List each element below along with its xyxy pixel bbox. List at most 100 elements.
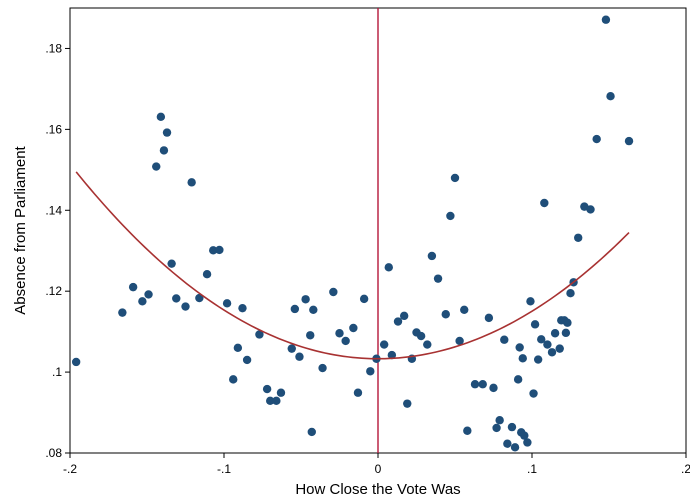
x-axis-title: How Close the Vote Was <box>295 481 460 498</box>
data-point <box>492 423 501 433</box>
data-point <box>387 350 397 360</box>
data-point <box>446 211 455 221</box>
data-point <box>416 331 426 341</box>
y-axis-title: Absence from Parliament <box>12 145 29 314</box>
data-point <box>307 427 316 437</box>
data-point <box>561 328 571 338</box>
data-point <box>529 389 538 398</box>
data-point <box>423 340 432 349</box>
data-point <box>335 329 344 338</box>
data-point <box>238 303 247 313</box>
data-point <box>309 305 318 314</box>
data-point <box>353 388 363 397</box>
data-point <box>233 343 243 353</box>
data-point <box>341 336 350 346</box>
data-point <box>518 354 527 363</box>
data-point <box>349 323 358 333</box>
data-point <box>301 295 310 304</box>
data-point <box>592 134 601 144</box>
data-point <box>329 287 338 297</box>
data-point <box>503 439 512 448</box>
data-point <box>138 297 147 306</box>
data-point <box>540 198 549 208</box>
data-point <box>433 274 443 283</box>
y-tick-label: .08 <box>45 446 62 460</box>
data-point <box>563 318 572 327</box>
data-point <box>530 320 540 329</box>
data-point <box>318 363 327 373</box>
data-point <box>601 15 611 24</box>
data-point <box>229 375 238 384</box>
y-tick-label: .16 <box>45 122 62 136</box>
data-point <box>455 336 464 346</box>
data-point <box>624 136 634 146</box>
data-point <box>167 259 176 268</box>
y-tick-label: .14 <box>45 203 62 217</box>
data-point <box>500 335 509 344</box>
data-point <box>403 399 412 408</box>
data-point <box>463 426 472 435</box>
data-point <box>242 355 252 365</box>
data-point <box>209 246 218 255</box>
data-point <box>399 311 409 321</box>
data-point <box>520 431 529 440</box>
data-point <box>470 380 480 389</box>
data-point <box>144 290 153 299</box>
data-point <box>379 340 389 349</box>
data-point <box>215 245 224 255</box>
x-tick-label: 0 <box>375 462 382 476</box>
data-point <box>566 289 575 298</box>
data-point <box>162 128 172 137</box>
data-point <box>489 383 498 393</box>
data-point <box>507 422 517 432</box>
x-axis: -.2 -.1 0 .1 .2 <box>63 453 690 476</box>
data-point <box>118 308 127 317</box>
data-point <box>495 416 504 425</box>
data-point <box>295 352 304 361</box>
data-point <box>255 330 264 339</box>
data-point <box>156 112 166 122</box>
x-tick-label: -.1 <box>217 462 231 476</box>
data-point <box>555 344 564 353</box>
data-point <box>366 367 375 376</box>
y-tick-label: .18 <box>45 41 62 55</box>
data-point <box>515 343 524 352</box>
data-point <box>484 313 494 323</box>
data-point <box>513 375 523 384</box>
data-point <box>287 344 296 353</box>
data-point <box>172 294 181 303</box>
fit-curve <box>75 171 630 360</box>
data-point <box>306 331 315 340</box>
data-point <box>128 282 138 292</box>
data-point <box>450 173 460 183</box>
y-axis: .08 .1 .12 .14 .16 .18 <box>45 41 70 460</box>
data-point <box>276 388 286 397</box>
data-point <box>441 310 450 319</box>
data-point <box>202 269 212 279</box>
data-point <box>222 299 232 308</box>
data-point <box>510 443 520 452</box>
data-point <box>460 305 469 314</box>
data-point <box>478 380 487 389</box>
data-point <box>393 317 403 326</box>
data-point <box>384 263 393 272</box>
data-point <box>586 205 595 214</box>
y-tick-label: .12 <box>45 284 62 298</box>
data-point <box>550 329 560 338</box>
data-point <box>266 396 275 406</box>
data-point <box>537 335 546 344</box>
data-point <box>523 438 532 447</box>
data-point <box>606 91 615 101</box>
data-point <box>152 162 161 171</box>
y-tick-label: .1 <box>52 365 62 379</box>
fit-curve-group <box>75 171 630 360</box>
data-point <box>290 304 300 314</box>
data-point <box>272 396 281 406</box>
data-point <box>195 293 204 303</box>
data-point <box>574 233 583 242</box>
data-point <box>159 146 169 155</box>
data-point <box>359 294 369 304</box>
data-point <box>187 178 196 187</box>
